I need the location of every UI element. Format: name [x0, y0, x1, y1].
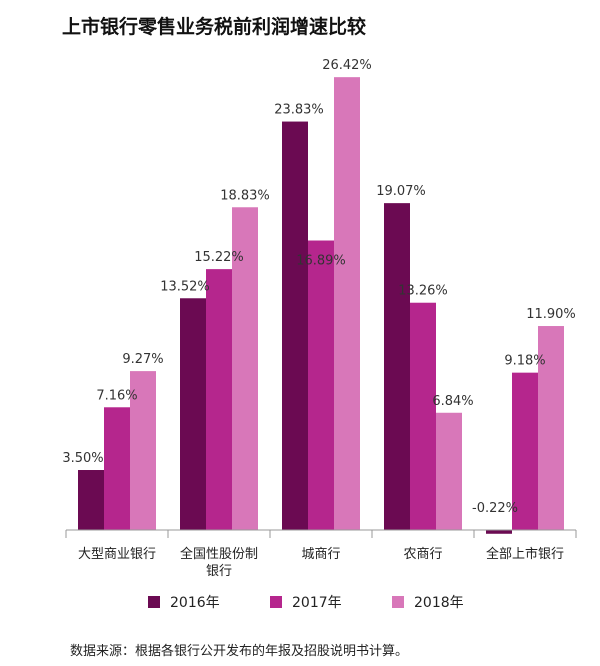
data-label: 6.84% [432, 394, 473, 409]
legend-label: 2017年 [292, 595, 342, 611]
x-tick-label: 城商行 [301, 547, 340, 562]
data-label: 3.50% [62, 451, 103, 466]
legend-swatch [148, 596, 160, 608]
data-label: 13.52% [160, 279, 210, 294]
data-label: 9.27% [122, 352, 163, 367]
x-tick-label: 全国性股份制 [180, 546, 258, 562]
data-label: 7.16% [96, 388, 137, 403]
data-label: 18.83% [220, 188, 270, 203]
legend-label: 2016年 [170, 595, 220, 611]
x-tick-label: 农商行 [403, 547, 442, 562]
data-label: 11.90% [526, 307, 576, 322]
bar [232, 207, 258, 531]
x-tick-label: 银行 [206, 564, 232, 579]
bar [512, 372, 538, 530]
bar [78, 470, 104, 530]
data-label: 16.89% [296, 254, 346, 269]
chart-title: 上市银行零售业务税前利润增速比较 [62, 16, 367, 38]
bar [130, 371, 156, 530]
data-label: -0.22% [472, 501, 518, 516]
bar [308, 240, 334, 530]
x-tick-label: 全部上市银行 [486, 546, 564, 562]
legend-swatch [392, 596, 404, 608]
bar [104, 407, 130, 530]
legend: 2016年 2017年 2018年 [148, 595, 464, 611]
bar-chart: 3.50% 7.16% 9.27% 13.52% 15.22% 18.83% 23.83% 1… [62, 58, 577, 611]
bar [180, 298, 206, 530]
data-labels-layer: 3.50% 7.16% 9.27% 13.52% 15.22% 18.83% 23.83% 1… [62, 58, 575, 516]
bar [538, 326, 564, 530]
bars-layer [78, 77, 564, 534]
x-tick-label: 大型商业银行 [78, 547, 156, 562]
bar [282, 121, 308, 530]
data-label: 23.83% [274, 103, 324, 118]
data-label: 15.22% [194, 250, 244, 265]
data-label: 13.26% [398, 284, 448, 299]
data-label: 26.42% [322, 58, 372, 73]
bar [334, 77, 360, 531]
bar [384, 203, 410, 530]
bar [410, 302, 436, 530]
legend-swatch [270, 596, 282, 608]
bar [486, 530, 512, 534]
bar [436, 412, 462, 530]
legend-label: 2018年 [414, 595, 464, 611]
data-label: 19.07% [376, 184, 426, 199]
bar [206, 269, 232, 530]
source-note: 数据来源：根据各银行公开发布的年报及招股说明书计算。 [70, 644, 409, 659]
data-label: 9.18% [504, 354, 545, 369]
